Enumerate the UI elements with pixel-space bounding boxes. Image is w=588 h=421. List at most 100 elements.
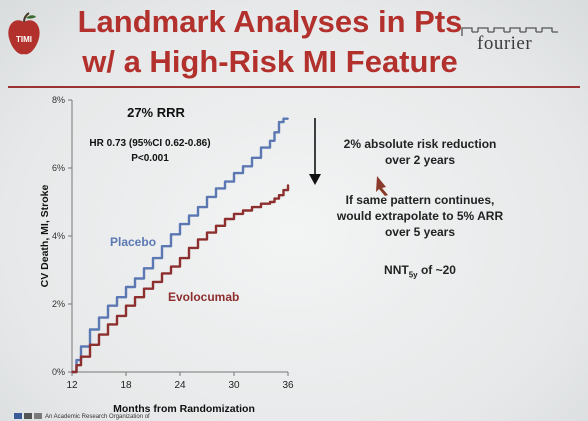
footer-logos-icon [14, 413, 42, 419]
nnt-subscript: 5y [408, 270, 418, 280]
chart-labels: Months from Randomization CV Death, MI, S… [39, 105, 255, 415]
series-point-placebo [282, 117, 285, 120]
series-point-placebo [251, 156, 253, 159]
series-point-placebo [116, 296, 118, 299]
series-point-placebo [80, 345, 82, 348]
series-point-evolocumab [107, 323, 109, 326]
series-point-evolocumab [206, 231, 208, 234]
series-point-evolocumab [224, 218, 226, 220]
series-point-placebo [278, 121, 280, 123]
series-point-evolocumab [282, 189, 285, 192]
series-point-evolocumab [134, 296, 136, 299]
y-tick-label: 2% [52, 299, 65, 309]
title-divider [8, 86, 580, 88]
chart-axes: 0% 2% 4% 6% 8% 12 18 24 30 36 [52, 95, 294, 391]
series-point-placebo [75, 359, 78, 361]
hr-annotation: HR 0.73 (95%CI 0.62-0.86) [89, 138, 210, 149]
series-point-evolocumab [143, 287, 145, 290]
series-line-placebo [72, 117, 288, 374]
series-point-placebo [107, 304, 109, 307]
footer-text: An Academic Research Organization of [45, 414, 150, 420]
series-point-placebo [233, 172, 235, 175]
x-tick-label: 18 [120, 380, 132, 391]
x-tick-label: 36 [282, 380, 294, 391]
nnt-suffix: of ~20 [417, 263, 456, 277]
series-point-evolocumab [233, 213, 235, 215]
series-point-placebo [98, 316, 100, 319]
series-point-evolocumab [278, 194, 280, 197]
series-point-evolocumab [71, 371, 73, 373]
series-point-placebo [215, 187, 217, 190]
series-point-evolocumab [260, 202, 262, 205]
series-point-placebo [179, 223, 181, 226]
series-point-placebo [89, 328, 91, 331]
timi-logo-text: TIMI [16, 35, 32, 44]
series-point-placebo [170, 233, 172, 236]
slide-title-line1: Landmark Analyses in Pts [77, 4, 463, 39]
mouse-cursor-icon [376, 176, 388, 196]
nnt-text: NNT5y of ~20 [360, 262, 480, 283]
series-point-evolocumab [188, 247, 190, 249]
x-tick-label: 12 [66, 380, 78, 391]
extrap-line2: would extrapolate to 5% ARR [336, 209, 504, 223]
nnt-prefix: NNT [384, 263, 409, 277]
series-point-placebo [125, 286, 127, 288]
y-tick-label: 0% [52, 367, 65, 377]
y-tick-label: 8% [52, 95, 65, 105]
series-point-placebo [161, 245, 163, 248]
series-point-placebo [134, 277, 136, 280]
series-point-placebo [206, 196, 208, 198]
series-point-evolocumab [98, 333, 100, 336]
series-point-placebo [269, 139, 271, 142]
series-point-evolocumab [215, 224, 217, 227]
y-axis-title: CV Death, MI, Stroke [39, 185, 51, 288]
series-point-placebo [287, 117, 289, 120]
extrapolation-text: If same pattern continues, would extrapo… [318, 192, 522, 240]
series-point-placebo [242, 165, 244, 168]
evolocumab-label: Evolocumab [168, 290, 239, 304]
series-point-evolocumab [269, 201, 271, 203]
series-point-evolocumab [242, 209, 244, 212]
x-tick-label: 24 [174, 380, 186, 391]
x-tick-label: 30 [228, 380, 240, 391]
arr-text: 2% absolute risk reduction over 2 years [320, 136, 520, 168]
series-point-placebo [188, 214, 190, 217]
series-point-evolocumab [80, 355, 82, 358]
rrr-annotation: 27% RRR [127, 105, 185, 120]
series-point-evolocumab [287, 184, 289, 186]
series-point-evolocumab [170, 265, 172, 268]
series-point-evolocumab [152, 281, 154, 283]
series-point-placebo [152, 257, 154, 259]
fourier-logo-text: fourier [477, 33, 533, 54]
series-point-evolocumab [89, 343, 91, 346]
arr-line2: over 2 years [384, 153, 456, 167]
series-point-evolocumab [161, 272, 163, 275]
chart-series-layer [71, 117, 290, 374]
y-tick-label: 6% [52, 163, 65, 173]
extrap-line1: If same pattern continues, [345, 193, 495, 207]
y-tick-label: 4% [52, 231, 65, 241]
series-point-evolocumab [116, 315, 118, 317]
series-point-placebo [197, 206, 199, 209]
fourier-logo-icon [461, 27, 558, 36]
series-point-evolocumab [125, 304, 127, 307]
series-point-evolocumab [251, 206, 253, 209]
series-point-evolocumab [197, 238, 199, 241]
arr-line1: 2% absolute risk reduction [343, 137, 497, 151]
placebo-label: Placebo [110, 235, 156, 249]
series-line-evolocumab [72, 185, 290, 374]
series-point-placebo [224, 180, 226, 183]
series-point-placebo [273, 131, 276, 134]
down-arrow-icon [309, 174, 321, 185]
x-axis-title: Months from Randomization [113, 403, 255, 415]
timi-logo-icon: TIMI [8, 12, 40, 55]
series-point-evolocumab [273, 197, 276, 200]
series-point-placebo [260, 146, 262, 149]
extrap-line3: over 5 years [384, 225, 456, 239]
series-point-evolocumab [75, 364, 78, 367]
slide-title-line2: w/ a High-Risk MI Feature [82, 44, 458, 79]
p-value-annotation: P<0.001 [131, 153, 169, 164]
